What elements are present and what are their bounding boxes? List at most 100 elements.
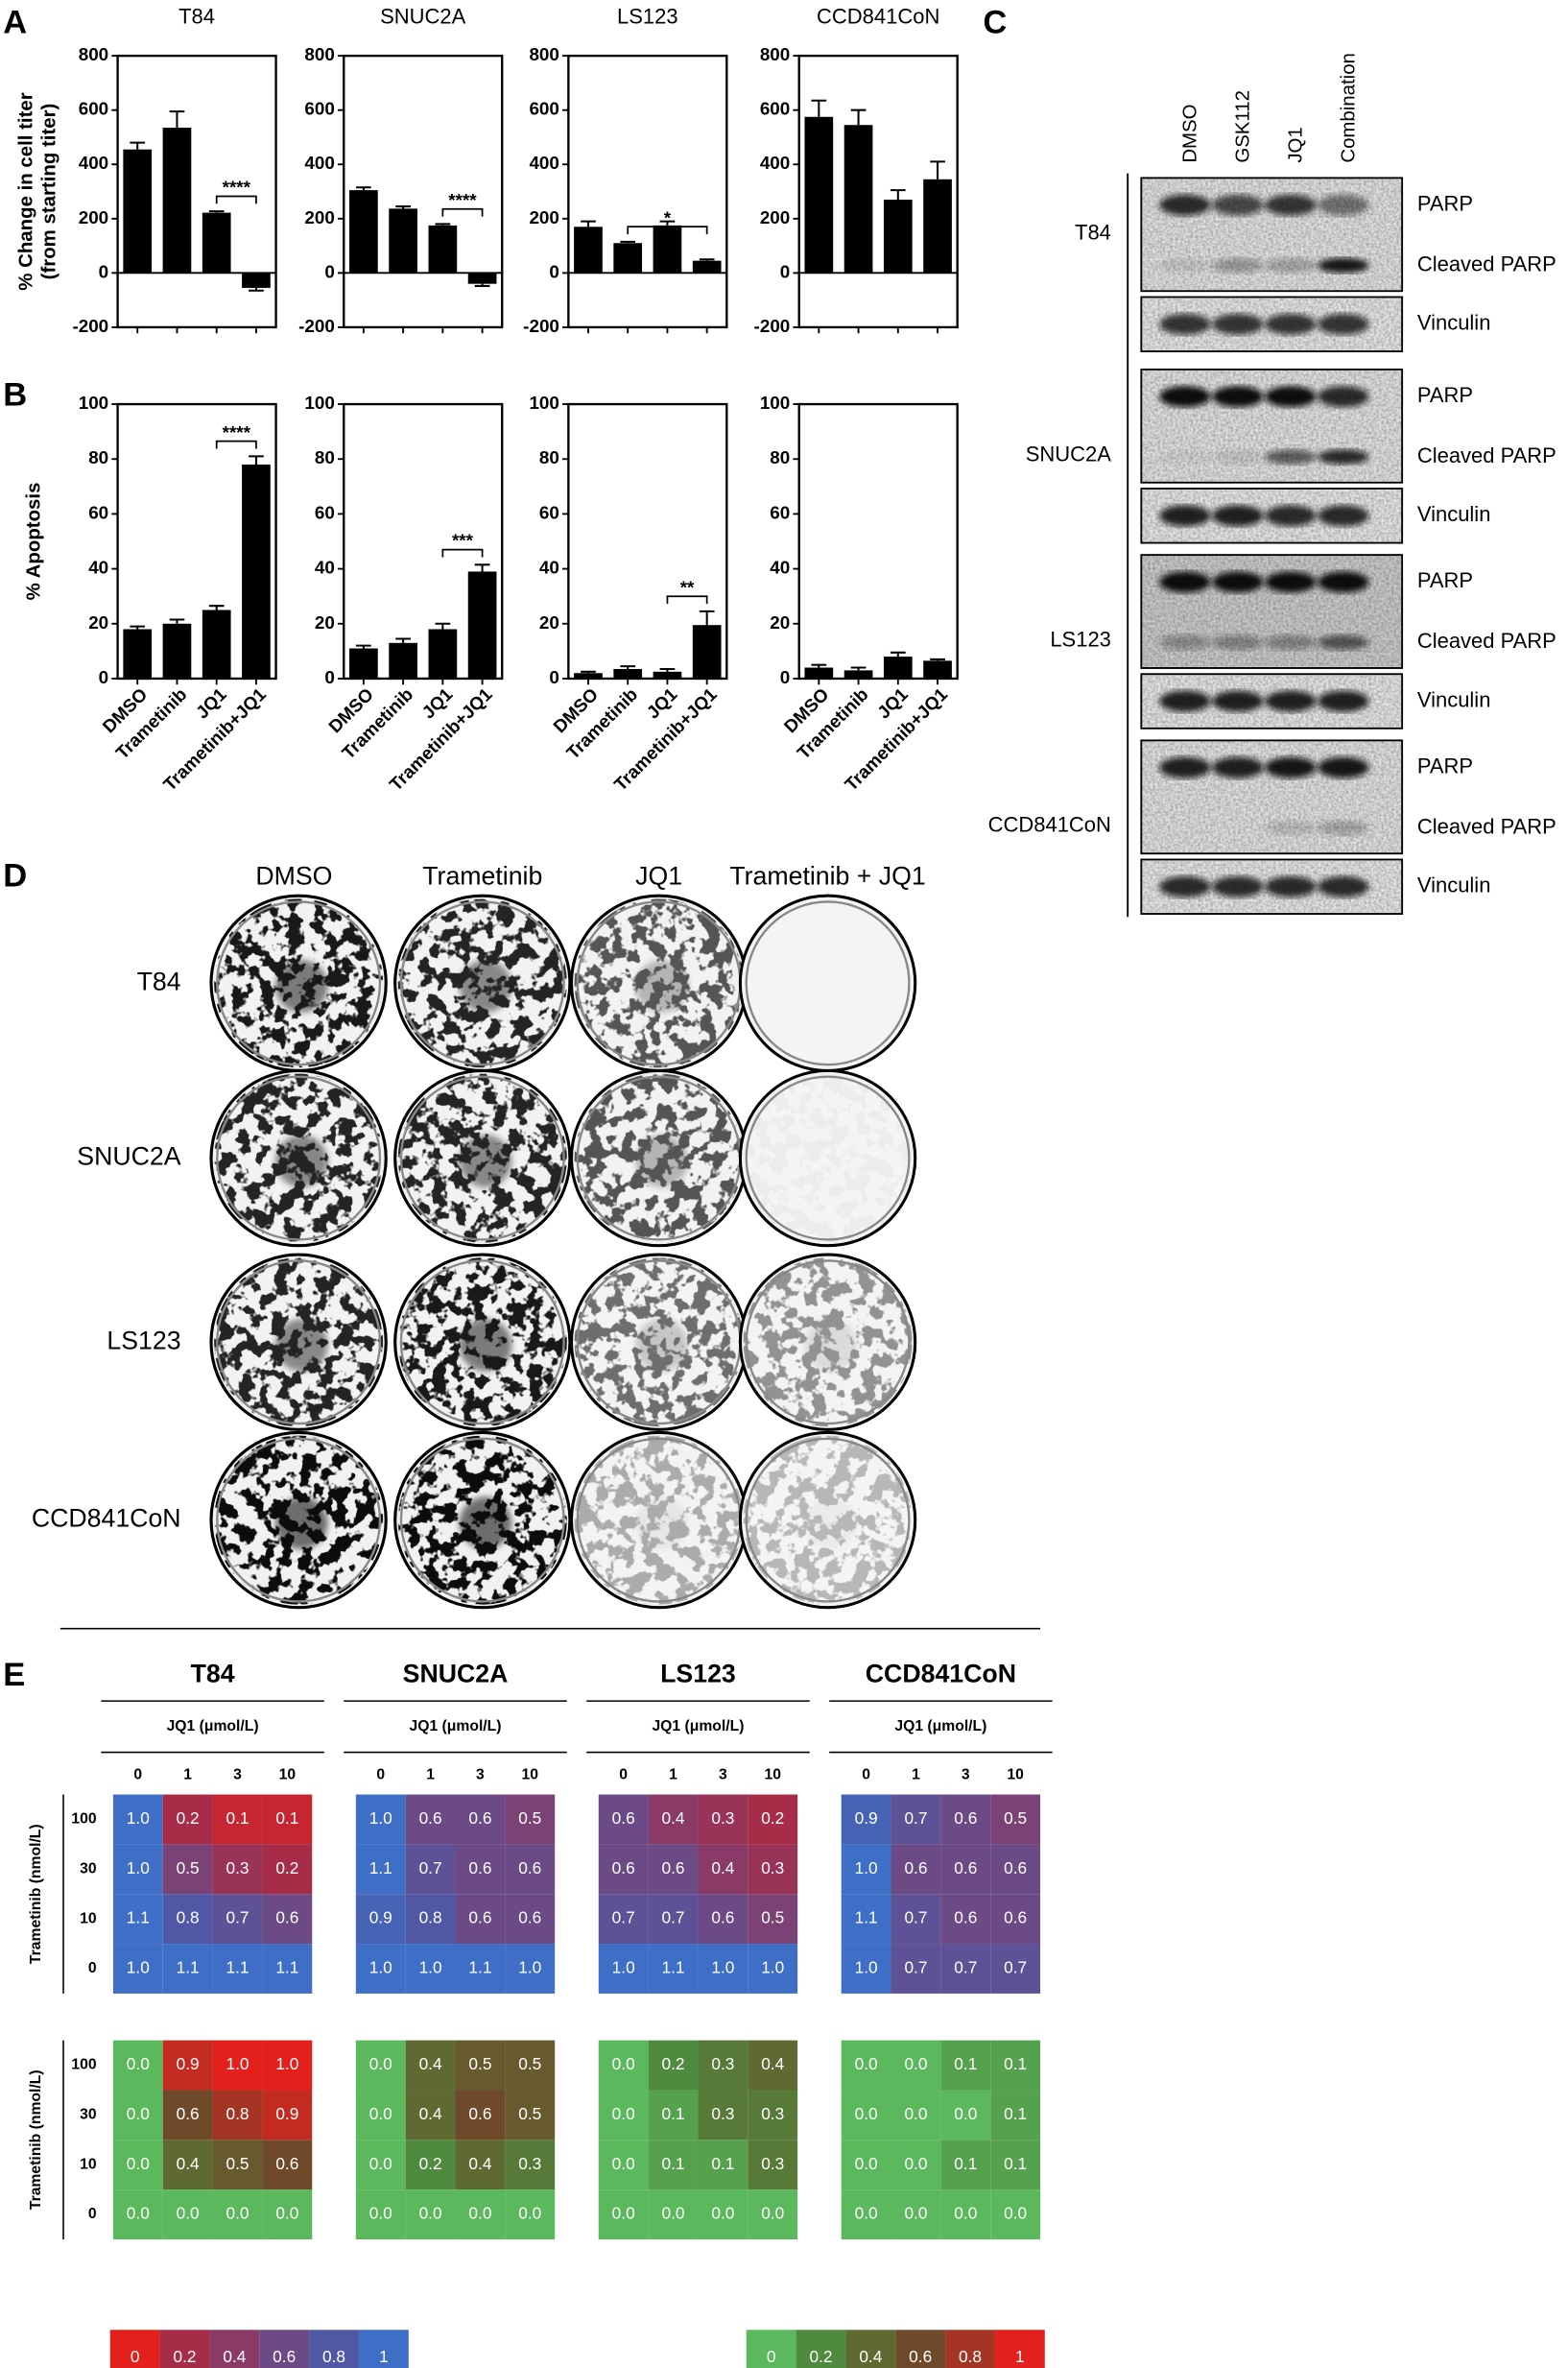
blot-band (1159, 634, 1211, 651)
heatmap-cell (990, 1844, 1041, 1895)
heatmap-cell (455, 2140, 506, 2190)
band-label: Vinculin (1417, 687, 1491, 711)
x-tick-label: 3 (233, 1766, 242, 1782)
cell-label: 0.2 (662, 2054, 685, 2073)
heatmap-cell (162, 1944, 213, 1994)
well-rim (216, 900, 382, 1066)
blot-band (1212, 634, 1264, 651)
heatmap-cell (112, 2140, 163, 2190)
x-tick-label: 3 (962, 1766, 970, 1782)
colorbar-tick-label: 0.6 (273, 2347, 296, 2366)
cell-label: 0.3 (711, 2054, 734, 2073)
cell-label: 1.0 (419, 1958, 442, 1977)
heatmap-cell (841, 1894, 891, 1945)
well-rim (216, 1075, 382, 1241)
cell-label: 0.5 (177, 1858, 200, 1878)
chart-title: T84 (178, 5, 215, 29)
colony-center (274, 960, 328, 1013)
bar (123, 149, 153, 274)
cell-label: 1.0 (275, 2054, 298, 2073)
cell-label: 1.1 (226, 1958, 249, 1977)
heatmap-cell (355, 1894, 406, 1945)
cell-line-label: CCD841CoN (32, 1504, 181, 1533)
well-fade (742, 1434, 915, 1607)
heatmap-cell (212, 2040, 263, 2091)
colorbar-tick-label: 0.8 (959, 2347, 982, 2366)
heatmap-cell (262, 1794, 313, 1845)
x-tick-label: 1 (912, 1766, 920, 1782)
blot-band (1265, 257, 1317, 274)
heatmap-cell (698, 1944, 748, 1994)
cell-label: 1.1 (177, 1958, 200, 1977)
well-fade (573, 1434, 746, 1607)
blot-cell-line: LS123 (1050, 628, 1111, 652)
cell-label: 0.0 (612, 2104, 635, 2123)
x-tick-label: 1 (669, 1766, 677, 1782)
cell-label: 0.7 (1004, 1958, 1027, 1977)
cell-label: 0.0 (127, 2104, 150, 2123)
colorbar-swatch (259, 2330, 310, 2368)
bar (467, 571, 497, 679)
heatmap-cell (841, 2140, 891, 2190)
bar (923, 660, 952, 679)
error-bar (395, 205, 411, 209)
cell-label: 0.0 (954, 2204, 977, 2223)
cell-label: 0.6 (612, 1858, 635, 1878)
heatmap-cell (112, 1794, 163, 1845)
y-tick-label: 400 (760, 153, 790, 173)
error-bar (811, 99, 827, 117)
bar (613, 243, 643, 274)
heatmap-cell (940, 1944, 991, 1994)
cell-label: 0.5 (761, 1908, 784, 1927)
cell-label: 0.6 (1004, 1858, 1027, 1878)
treatment-label: JQ1 (635, 861, 682, 890)
cell-label: 0.6 (518, 1858, 541, 1878)
cell-label: 1.1 (468, 1958, 491, 1977)
well-rim (745, 1075, 911, 1241)
cell-line-label: SNUC2A (77, 1142, 180, 1171)
plot-frame (797, 54, 959, 329)
bar (653, 671, 682, 679)
cell-label: 0.1 (711, 2154, 734, 2173)
heatmap-cell (598, 1944, 649, 1994)
well-rim (745, 1437, 911, 1603)
bar (923, 179, 952, 274)
band-label: Cleaved PARP (1417, 443, 1556, 467)
band-label: PARP (1417, 383, 1473, 407)
bar (692, 625, 722, 679)
heatmap-cell (212, 1844, 263, 1895)
heatmap-cell (648, 1844, 699, 1895)
heatmap-cell (990, 1944, 1041, 1994)
colorbar-swatch (209, 2330, 260, 2368)
well-fade (212, 1256, 385, 1428)
cell-label: 0.0 (226, 2204, 249, 2223)
colony-center (459, 960, 512, 1013)
cell-label: 0.0 (518, 2204, 541, 2223)
heatmap-title: CCD841CoN (866, 1659, 1016, 1687)
cell-label: 0.0 (275, 2204, 298, 2223)
x-tick-label: 0 (133, 1766, 142, 1782)
well-rim (399, 900, 565, 1066)
significance-label: **** (448, 190, 477, 210)
band-label: Vinculin (1417, 311, 1491, 335)
panel-label: A (3, 4, 27, 40)
heatmap-cell (841, 2040, 891, 2091)
blot-band (1159, 257, 1211, 274)
bar (202, 212, 231, 274)
cell-label: 0.0 (855, 2204, 878, 2223)
error-bar (169, 110, 185, 129)
y-tick-label: 0 (324, 261, 334, 281)
cell-label: 0.1 (662, 2104, 685, 2123)
cell-label: 0.6 (612, 1808, 635, 1828)
blot-band (1318, 690, 1369, 712)
cell-label: 0.7 (226, 1908, 249, 1927)
bar (123, 629, 153, 679)
heatmap-cell (162, 2189, 213, 2239)
heatmap-cell (891, 2040, 941, 2091)
heatmap-cell (990, 1794, 1041, 1845)
heatmap-cell (748, 1894, 798, 1945)
cell-label: 1.0 (518, 1958, 541, 1977)
cell-label: 1.0 (127, 1958, 150, 1977)
heatmap-cell (212, 1794, 263, 1845)
significance-bracket (441, 207, 484, 217)
